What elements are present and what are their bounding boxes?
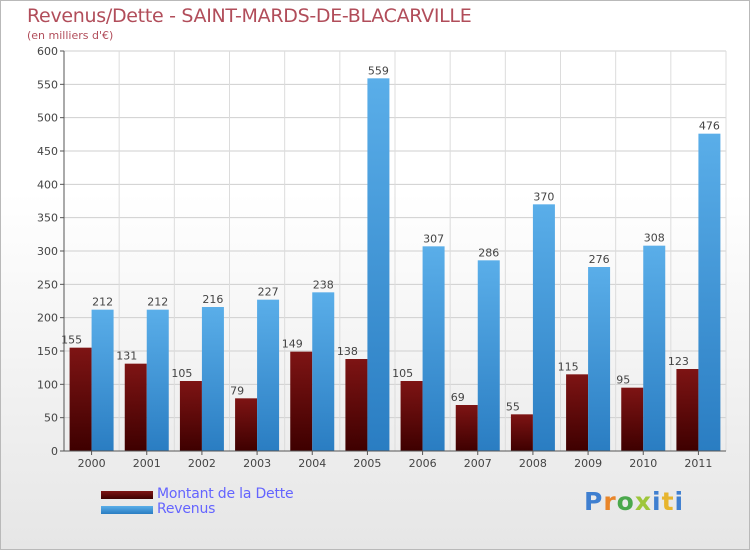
- data-label-revenue: 286: [478, 246, 499, 259]
- bar-revenue: [588, 267, 611, 451]
- x-tick-label: 2008: [519, 457, 547, 470]
- legend-label-debt: Montant de la Dette: [157, 486, 294, 502]
- data-label-revenue: 212: [92, 296, 113, 309]
- bar-debt: [235, 398, 258, 451]
- y-tick-label: 550: [37, 78, 58, 91]
- x-tick-label: 2001: [133, 457, 161, 470]
- data-label-revenue: 307: [423, 232, 444, 245]
- bar-debt: [124, 363, 147, 451]
- bar-debt: [400, 381, 423, 451]
- bar-revenue: [698, 133, 721, 451]
- data-label-revenue: 370: [533, 190, 554, 203]
- y-tick-label: 350: [37, 212, 58, 225]
- chart-title: Revenus/Dette - SAINT-MARDS-DE-BLACARVIL…: [27, 5, 472, 27]
- y-tick-label: 500: [37, 112, 58, 125]
- bar-debt: [290, 351, 313, 451]
- brand-logo: Proxiti: [584, 487, 685, 516]
- bar-debt: [621, 387, 644, 451]
- data-label-revenue: 238: [313, 278, 334, 291]
- data-label-debt: 69: [451, 391, 465, 404]
- data-label-revenue: 216: [202, 293, 223, 306]
- bar-debt: [179, 381, 202, 451]
- data-label-revenue: 308: [644, 232, 665, 245]
- x-tick-label: 2009: [574, 457, 602, 470]
- data-label-debt: 123: [668, 355, 689, 368]
- bar-debt: [676, 369, 699, 451]
- x-tick-label: 2000: [78, 457, 106, 470]
- x-tick-label: 2007: [464, 457, 492, 470]
- bar-revenue: [257, 299, 280, 451]
- legend-swatch-debt: [101, 491, 153, 499]
- data-label-debt: 95: [616, 374, 630, 387]
- data-label-debt: 131: [116, 350, 137, 363]
- data-label-debt: 149: [282, 338, 303, 351]
- y-tick-label: 250: [37, 278, 58, 291]
- data-label-debt: 105: [171, 367, 192, 380]
- chart-subtitle: (en milliers d'€): [27, 29, 114, 42]
- x-tick-label: 2004: [298, 457, 326, 470]
- data-label-debt: 138: [337, 345, 358, 358]
- y-tick-label: 200: [37, 312, 58, 325]
- data-label-revenue: 212: [147, 296, 168, 309]
- bar-revenue: [367, 78, 390, 451]
- y-tick-label: 100: [37, 378, 58, 391]
- data-label-revenue: 276: [589, 253, 610, 266]
- bar-revenue: [146, 309, 169, 451]
- bar-debt: [69, 347, 92, 451]
- y-tick-label: 150: [37, 345, 58, 358]
- bar-revenue: [422, 246, 445, 451]
- x-tick-label: 2006: [409, 457, 437, 470]
- y-tick-label: 450: [37, 145, 58, 158]
- bar-debt: [455, 405, 478, 451]
- x-tick-label: 2011: [684, 457, 712, 470]
- bar-debt: [566, 374, 589, 451]
- x-tick-label: 2002: [188, 457, 216, 470]
- legend-swatch-revenue: [101, 506, 153, 514]
- data-label-debt: 105: [392, 367, 413, 380]
- x-tick-label: 2005: [353, 457, 381, 470]
- y-tick-label: 50: [44, 412, 58, 425]
- legend-label-revenue: Revenus: [157, 501, 216, 517]
- x-tick-label: 2010: [629, 457, 657, 470]
- data-label-debt: 79: [230, 384, 244, 397]
- bar-revenue: [477, 260, 500, 451]
- bar-debt: [345, 359, 368, 451]
- data-label-debt: 55: [506, 400, 520, 413]
- bar-revenue: [532, 204, 555, 451]
- data-label-revenue: 227: [258, 286, 279, 299]
- bar-revenue: [312, 292, 335, 451]
- x-tick-label: 2003: [243, 457, 271, 470]
- data-label-revenue: 559: [368, 64, 389, 77]
- y-tick-label: 300: [37, 245, 58, 258]
- bar-debt: [510, 414, 533, 451]
- data-label-debt: 155: [61, 334, 82, 347]
- y-tick-label: 400: [37, 178, 58, 191]
- data-label-revenue: 476: [699, 120, 720, 133]
- bar-revenue: [91, 309, 114, 451]
- bar-revenue: [201, 307, 224, 451]
- y-tick-label: 600: [37, 45, 58, 58]
- data-label-debt: 115: [558, 360, 579, 373]
- bar-revenue: [643, 245, 666, 451]
- y-tick-label: 0: [51, 445, 58, 458]
